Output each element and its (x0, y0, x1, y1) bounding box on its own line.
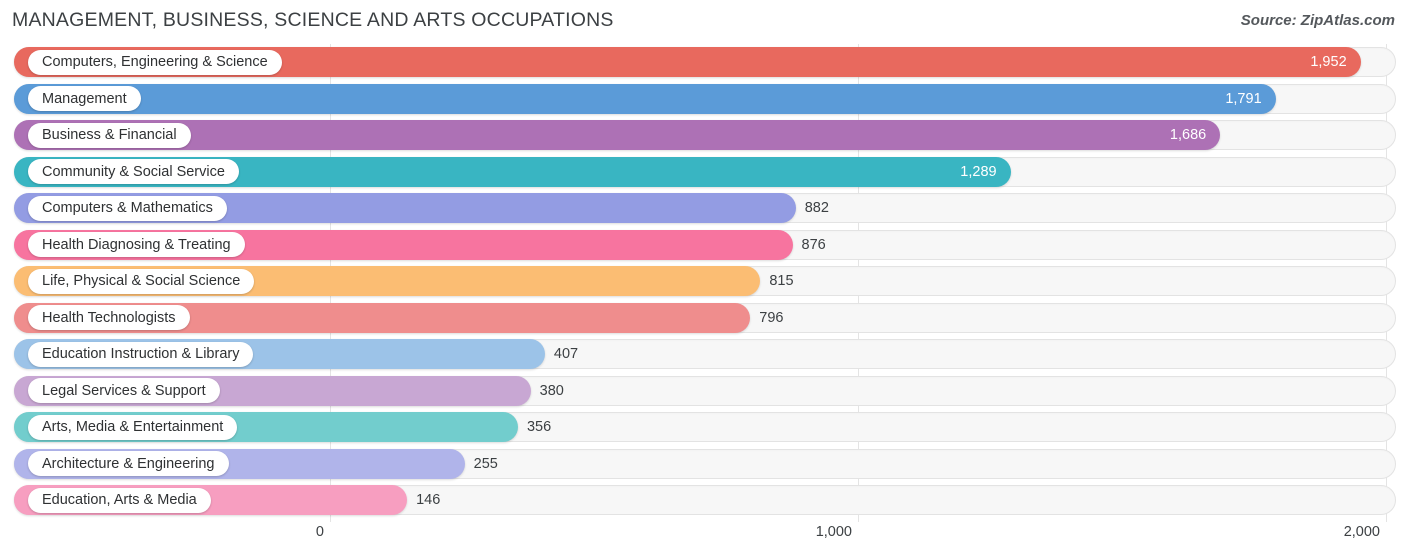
bar-value-label: 146 (416, 492, 441, 508)
bar-row[interactable]: Business & Financial 1,686 (0, 117, 1406, 154)
bar-value-label: 255 (473, 455, 498, 472)
bar-row[interactable]: Community & Social Service 1,289 (0, 154, 1406, 191)
plot-area: Computers, Engineering & Science 1,952 Man… (0, 44, 1406, 522)
bar-row[interactable]: Health Diagnosing & Treating 876 (0, 227, 1406, 264)
bar-value-label: 380 (539, 382, 564, 399)
bar-category-label: Education Instruction & Library (28, 341, 254, 367)
chart-header: MANAGEMENT, BUSINESS, SCIENCE AND ARTS O… (0, 0, 1406, 44)
x-axis-tick-label: 2,000 (1343, 524, 1380, 540)
bar-value-label: 356 (526, 419, 552, 435)
bar-row[interactable]: Legal Services & Support 380 (0, 373, 1406, 410)
source-attribution: Source: ZipAtlas.com (1240, 12, 1395, 29)
bar-row[interactable]: Computers & Mathematics 882 (0, 190, 1406, 227)
bar-category-label: Community & Social Service (28, 159, 239, 184)
bar-category-label: Education, Arts & Media (28, 487, 211, 513)
bar-value-label: 796 (759, 309, 784, 326)
bar-rows: Computers, Engineering & Science 1,952 Man… (0, 44, 1406, 519)
bar-category-label: Arts, Media & Entertainment (28, 414, 238, 440)
x-axis-tick-label: 0 (315, 524, 324, 540)
bar-value-label: 1,289 (960, 163, 997, 180)
bar-row[interactable]: Life, Physical & Social Science 815 (0, 263, 1406, 300)
bar-value-label: 1,952 (1310, 54, 1347, 70)
page-title: MANAGEMENT, BUSINESS, SCIENCE AND ARTS O… (12, 9, 614, 31)
bar-category-label: Architecture & Engineering (28, 451, 229, 476)
bar-value-label: 815 (769, 273, 794, 289)
bar-category-label: Health Diagnosing & Treating (28, 232, 245, 257)
bar-row[interactable]: Architecture & Engineering 255 (0, 446, 1406, 483)
bar-value-label: 1,791 (1225, 90, 1262, 107)
x-axis: 0 1,000 2,000 (0, 522, 1406, 558)
bar-row[interactable]: Management 1,791 (0, 81, 1406, 118)
bar-category-label: Legal Services & Support (28, 378, 220, 403)
bar-category-label: Life, Physical & Social Science (28, 268, 255, 294)
bar-value-label: 407 (553, 346, 579, 362)
bar[interactable] (14, 120, 1221, 150)
bar-category-label: Health Technologists (28, 305, 190, 330)
bar-category-label: Computers & Mathematics (28, 195, 227, 221)
bar-category-label: Management (28, 86, 141, 111)
bar-category-label: Business & Financial (28, 122, 191, 148)
bar-row[interactable]: Health Technologists 796 (0, 300, 1406, 337)
bar-value-label: 876 (801, 236, 826, 253)
bar-category-label: Computers, Engineering & Science (28, 49, 282, 75)
bar-value-label: 1,686 (1169, 127, 1207, 143)
x-axis-tick-label: 1,000 (815, 524, 852, 540)
bar-row[interactable]: Arts, Media & Entertainment 356 (0, 409, 1406, 446)
bar-row[interactable]: Education, Arts & Media 146 (0, 482, 1406, 519)
bar-row[interactable]: Education Instruction & Library 407 (0, 336, 1406, 373)
bar-value-label: 882 (804, 200, 829, 216)
bar[interactable] (14, 83, 1276, 114)
bar-row[interactable]: Computers, Engineering & Science 1,952 (0, 44, 1406, 81)
